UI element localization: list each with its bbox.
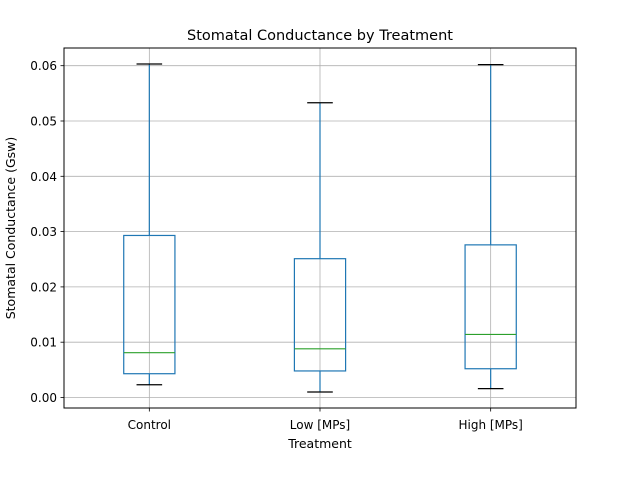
y-tick-label: 0.04 (30, 170, 57, 184)
box-group-1 (293, 102, 347, 393)
y-tick-label: 0.06 (30, 59, 57, 73)
box-layer (123, 63, 517, 393)
chart-title: Stomatal Conductance by Treatment (187, 28, 453, 44)
iqr-box (464, 244, 517, 370)
x-axis-label: Treatment (287, 436, 352, 451)
box-group-2 (464, 63, 517, 390)
iqr-box (293, 258, 347, 372)
x-tick-label: High [MPs] (458, 418, 522, 432)
tick-layer: 0.00 0.01 0.02 0.03 0.04 0.05 0.06 Control Low [… (30, 59, 523, 432)
x-tick-label: Control (128, 418, 171, 432)
y-tick-label: 0.05 (30, 114, 57, 128)
y-tick-label: 0.03 (30, 225, 57, 239)
y-axis-label: Stomatal Conductance (Gsw) (3, 137, 18, 320)
y-tick-label: 0.00 (30, 391, 57, 405)
box-group-0 (123, 63, 176, 386)
x-tick-label: Low [MPs] (290, 418, 350, 432)
y-tick-label: 0.01 (30, 336, 57, 350)
y-tick-label: 0.02 (30, 280, 57, 294)
iqr-box (123, 234, 176, 375)
